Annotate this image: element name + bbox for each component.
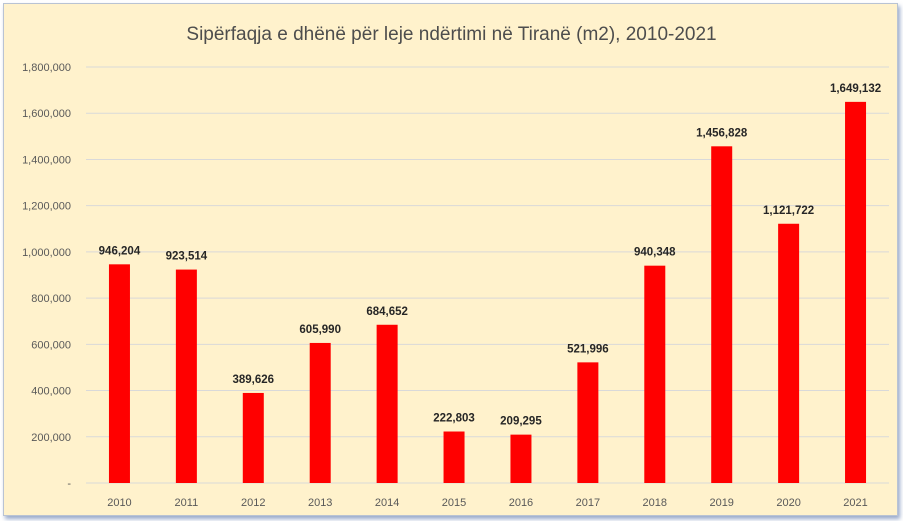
data-label-2013: 605,990 <box>299 324 341 336</box>
x-tick-label-2020: 2020 <box>776 497 800 509</box>
data-label-2017: 521,996 <box>567 343 609 355</box>
bar-2014 <box>376 324 398 483</box>
data-label-2016: 209,295 <box>500 416 542 428</box>
bar-2010 <box>108 264 130 483</box>
y-tick-label-2: 400,000 <box>31 386 71 398</box>
data-label-2019: 1,456,828 <box>696 127 748 139</box>
x-tick-label-2010: 2010 <box>107 497 131 509</box>
x-tick-label-2016: 2016 <box>509 497 533 509</box>
data-label-2018: 940,348 <box>634 247 676 259</box>
y-tick-label-1: 200,000 <box>31 432 71 444</box>
y-tick-label-6: 1,200,000 <box>22 201 71 213</box>
bar-2017 <box>577 362 599 483</box>
y-tick-label-0: - <box>67 478 71 490</box>
bar-2011 <box>175 269 197 483</box>
data-label-2020: 1,121,722 <box>763 205 814 217</box>
bar-2012 <box>242 392 264 483</box>
bar-2013 <box>309 342 331 483</box>
x-tick-label-2012: 2012 <box>241 497 265 509</box>
y-tick-label-8: 1,600,000 <box>22 108 71 120</box>
x-tick-label-2017: 2017 <box>576 497 600 509</box>
chart-frame: Sipërfaqja e dhënë për leje ndërtimi në … <box>3 3 898 516</box>
x-tick-label-2015: 2015 <box>442 497 466 509</box>
y-tick-label-3: 600,000 <box>31 339 71 351</box>
bar-2021 <box>845 101 867 483</box>
y-tick-label-5: 1,000,000 <box>22 247 71 259</box>
data-label-2015: 222,803 <box>433 413 475 425</box>
bar-2016 <box>510 434 532 483</box>
y-tick-label-7: 1,400,000 <box>22 154 71 166</box>
x-tick-label-2019: 2019 <box>709 497 733 509</box>
data-label-2021: 1,649,132 <box>830 83 881 95</box>
x-tick-label-2014: 2014 <box>375 497 399 509</box>
x-tick-label-2018: 2018 <box>643 497 667 509</box>
bar-2020 <box>778 223 800 484</box>
y-tick-label-4: 800,000 <box>31 293 71 305</box>
data-label-2014: 684,652 <box>366 306 408 318</box>
x-tick-label-2013: 2013 <box>308 497 332 509</box>
data-label-2012: 389,626 <box>233 374 275 386</box>
bar-2019 <box>711 146 733 484</box>
x-tick-label-2021: 2021 <box>843 497 867 509</box>
bar-2015 <box>443 431 465 483</box>
data-label-2010: 946,204 <box>99 245 141 257</box>
bar-chart: - 200,000 400,000 600,000 800,000 1,000,000 1,… <box>22 62 889 509</box>
bar-2018 <box>644 265 666 483</box>
data-label-2011: 923,514 <box>166 251 208 263</box>
y-tick-label-9: 1,800,000 <box>22 62 71 74</box>
x-tick-label-2011: 2011 <box>175 497 199 509</box>
chart-title: Sipërfaqja e dhënë për leje ndërtimi në … <box>186 24 717 45</box>
